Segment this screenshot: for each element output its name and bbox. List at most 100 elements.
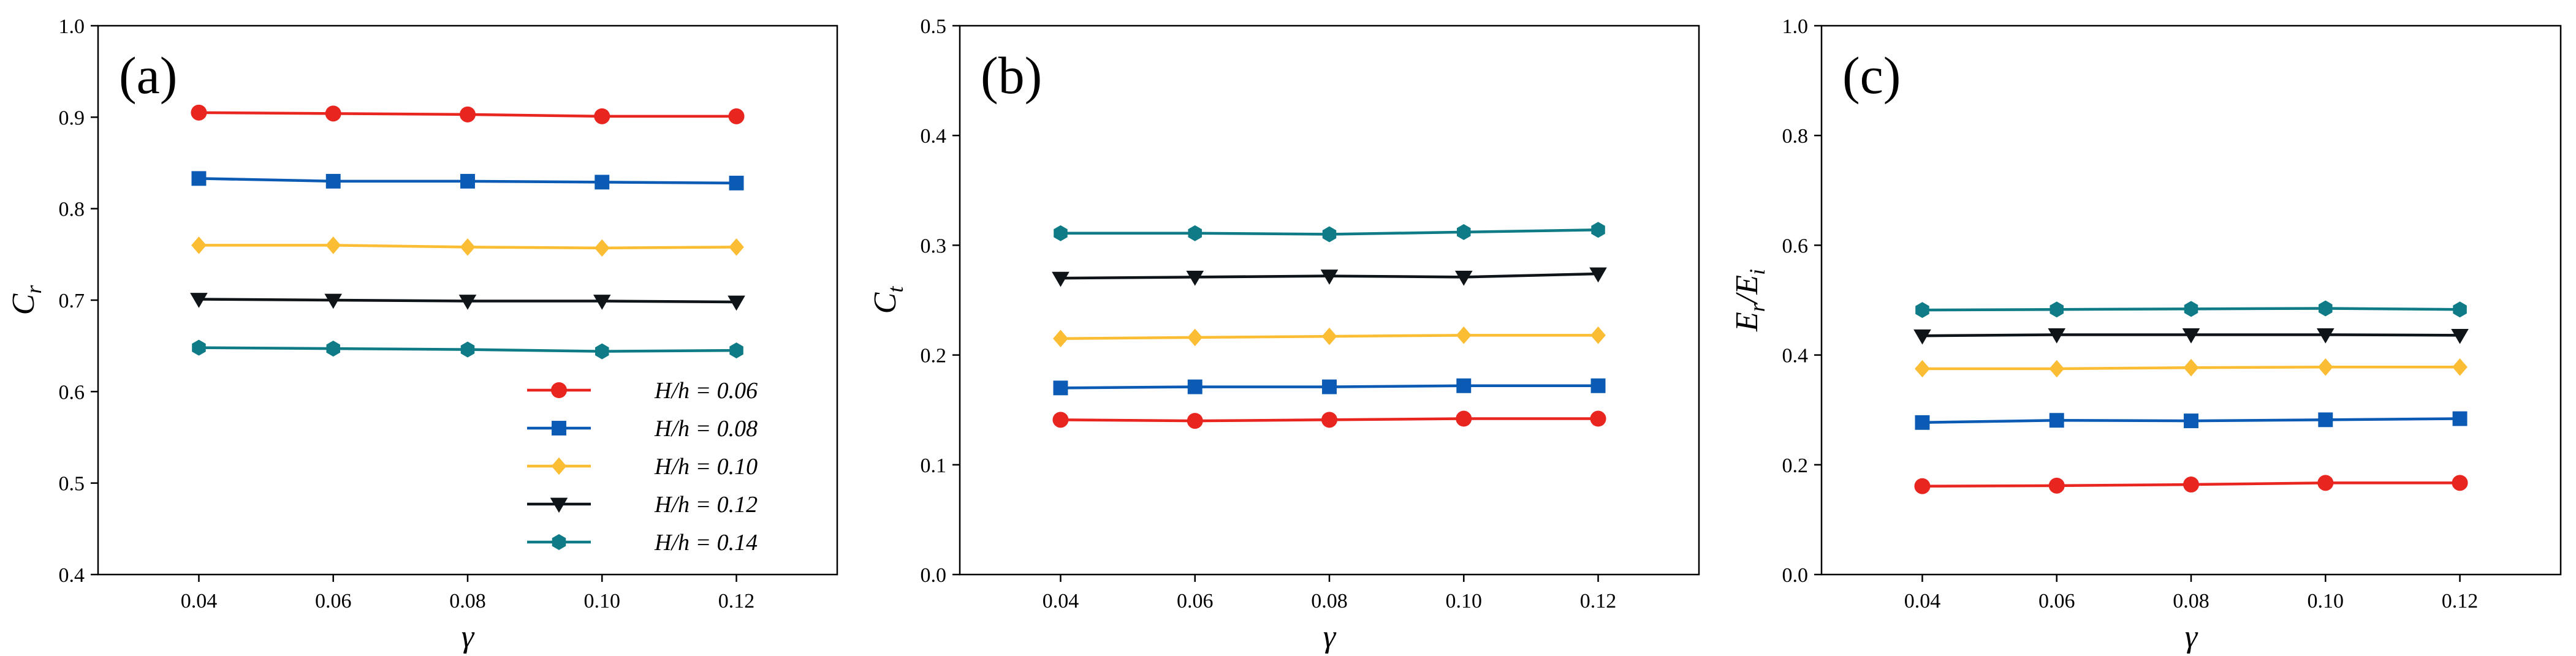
data-point — [1054, 225, 1068, 241]
x-tick-label: 0.10 — [2308, 590, 2344, 613]
series-5 — [1054, 222, 1605, 243]
x-tick-label: 0.06 — [315, 590, 352, 613]
data-point — [460, 173, 475, 189]
x-tick-label: 0.08 — [2173, 590, 2209, 613]
data-point — [2452, 358, 2468, 376]
y-tick-label: 0.2 — [1782, 454, 1809, 477]
y-tick-label: 0.6 — [1782, 235, 1809, 257]
y-tick-label: 0.4 — [921, 125, 947, 148]
x-axis-label: γ — [1323, 619, 1337, 654]
data-point — [2451, 328, 2469, 344]
x-tick-label: 0.10 — [584, 590, 621, 613]
data-point — [1914, 478, 1931, 494]
y-tick-label: 0.1 — [921, 454, 947, 477]
data-point — [594, 108, 610, 124]
data-point — [1456, 326, 1472, 344]
series-4 — [1913, 328, 2469, 345]
x-tick-label: 0.06 — [2038, 590, 2075, 613]
data-point — [594, 239, 610, 257]
panel-label: (a) — [119, 46, 177, 105]
data-point — [1321, 412, 1337, 428]
y-axis-label: Er/Ei — [1730, 269, 1769, 332]
panel-label: (c) — [1842, 46, 1901, 105]
data-point — [324, 293, 343, 309]
data-point — [2182, 328, 2200, 344]
data-point — [2317, 358, 2333, 376]
y-tick-label: 0.4 — [1782, 345, 1809, 368]
y-axis-label-part: C — [868, 292, 903, 314]
y-axis-label: Ct — [868, 286, 908, 314]
data-point — [2452, 475, 2468, 491]
legend: H/h = 0.06 H/h = 0.08 H/h = 0.10 H/h = 0.12… — [527, 378, 758, 556]
data-point — [1591, 222, 1605, 238]
legend-label: H/h = 0.14 — [654, 530, 758, 556]
data-point — [2317, 475, 2334, 491]
data-point — [2184, 413, 2198, 429]
data-point — [1186, 270, 1204, 286]
data-point — [1187, 413, 1203, 429]
data-point — [1053, 380, 1068, 396]
y-axis-label-part: t — [883, 286, 908, 293]
x-tick-label: 0.08 — [449, 590, 486, 613]
data-point — [458, 295, 477, 310]
y-axis-label-part: i — [1745, 269, 1769, 275]
data-point — [2048, 328, 2066, 344]
data-point — [460, 106, 476, 123]
data-point — [1915, 302, 1929, 319]
legend-marker — [552, 421, 566, 435]
y-tick-label: 0.2 — [921, 345, 947, 368]
data-point — [2452, 411, 2468, 426]
data-point — [325, 105, 341, 122]
series-1 — [1914, 475, 2468, 494]
data-point — [192, 339, 206, 356]
series-2 — [191, 171, 744, 190]
x-tick-label: 0.10 — [1446, 590, 1483, 613]
data-point — [1589, 267, 1607, 283]
data-point — [1187, 379, 1203, 394]
data-point — [1322, 379, 1337, 394]
data-point — [1454, 270, 1473, 286]
y-axis-label-part: E — [1730, 312, 1765, 332]
legend-item: H/h = 0.10 — [527, 454, 758, 480]
legend-label: H/h = 0.12 — [654, 492, 758, 518]
data-point — [1915, 415, 1930, 430]
series-3 — [1053, 326, 1606, 348]
y-tick-label: 0.8 — [59, 198, 85, 221]
x-tick-label: 0.12 — [2442, 590, 2479, 613]
data-point — [1322, 226, 1337, 243]
x-tick-label: 0.12 — [1580, 590, 1617, 613]
data-point — [325, 173, 341, 189]
series-5 — [192, 339, 743, 360]
y-axis-label-part: r — [1745, 303, 1769, 312]
y-tick-label: 1.0 — [1782, 15, 1809, 38]
data-point — [1456, 410, 1472, 427]
y-tick-label: 0.0 — [1782, 564, 1809, 587]
y-tick-label: 0.6 — [59, 381, 85, 404]
data-point — [593, 295, 611, 310]
data-point — [2184, 301, 2198, 317]
series-5 — [1915, 300, 2467, 319]
panel-label: (b) — [981, 46, 1042, 105]
data-point — [1590, 326, 1606, 344]
legend-item: H/h = 0.12 — [527, 492, 758, 518]
x-axis-label: γ — [2185, 619, 2198, 654]
data-point — [1456, 378, 1472, 393]
y-tick-label: 0.8 — [1782, 125, 1809, 148]
y-tick-label: 0.4 — [59, 564, 85, 587]
x-tick-label: 0.08 — [1311, 590, 1348, 613]
data-point — [2318, 412, 2333, 428]
data-point — [1915, 360, 1930, 378]
y-tick-label: 1.0 — [59, 15, 85, 38]
y-axis-label-part: r — [21, 285, 46, 294]
series-2 — [1915, 411, 2468, 430]
y-tick-label: 0.0 — [921, 564, 947, 587]
data-point — [2049, 413, 2064, 428]
x-tick-label: 0.06 — [1177, 590, 1214, 613]
x-axis-label: γ — [462, 619, 475, 654]
series-3 — [191, 236, 744, 257]
data-point — [2049, 360, 2065, 378]
series-4 — [190, 293, 745, 311]
legend-marker — [551, 457, 567, 475]
data-point — [2319, 300, 2333, 317]
y-tick-label: 0.7 — [59, 290, 85, 312]
